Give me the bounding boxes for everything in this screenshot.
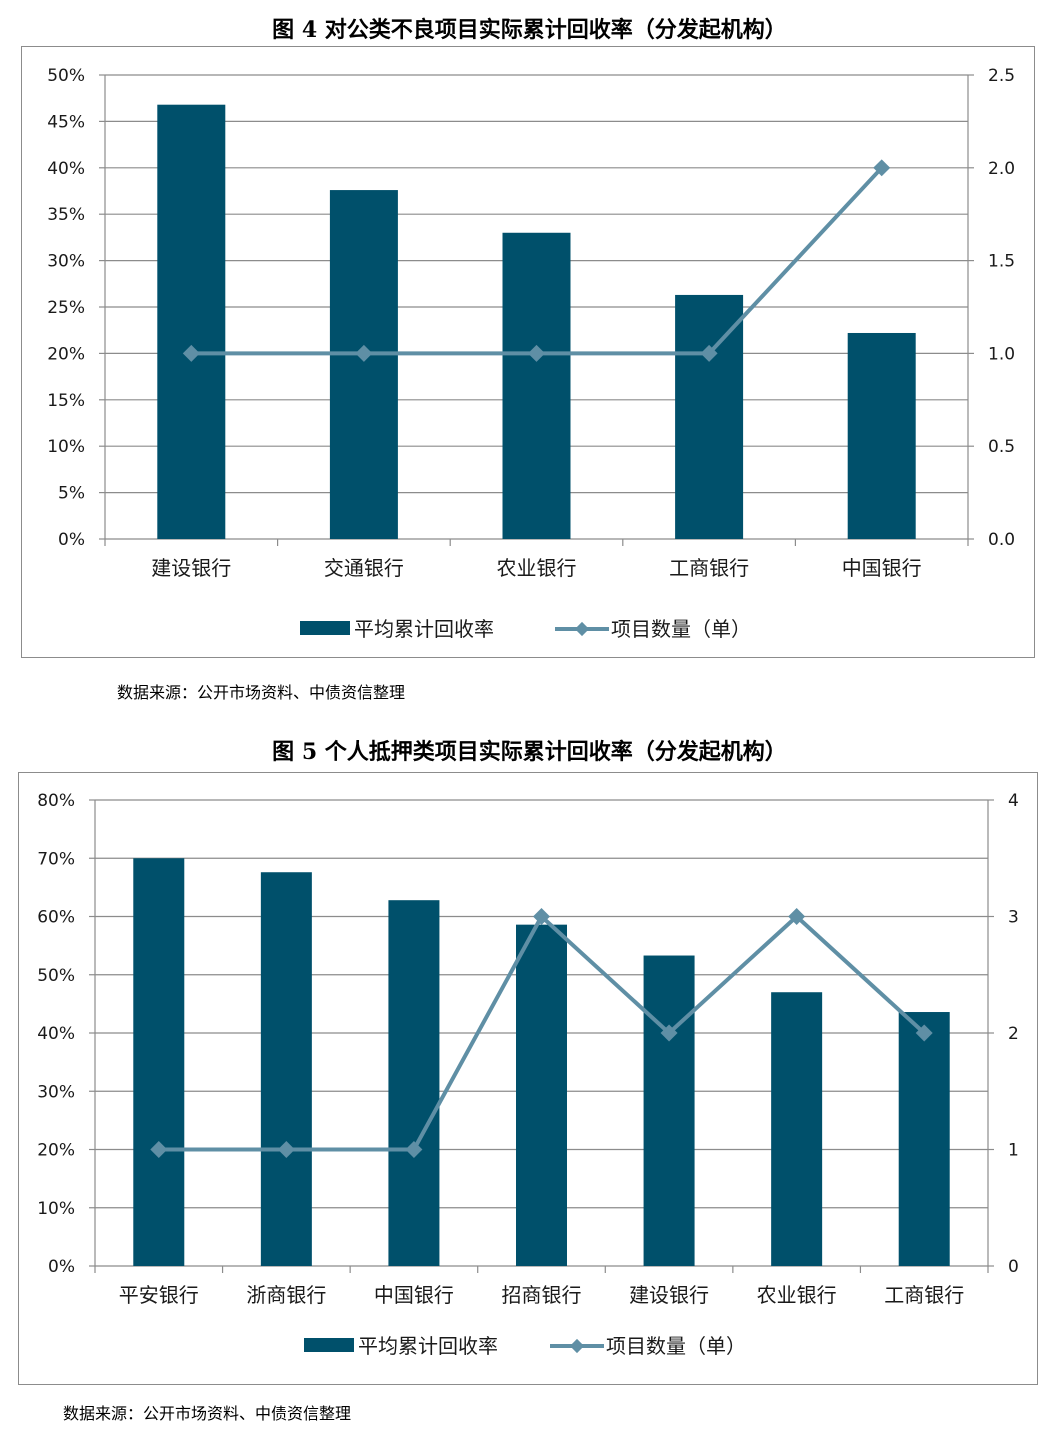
left-axis-tick-label: 5% <box>58 484 85 504</box>
figure-4-title: 图 4 对公类不良项目实际累计回收率（分发起机构） <box>272 17 787 43</box>
left-axis-tick-label: 0% <box>58 530 85 550</box>
right-axis-tick-label: 0 <box>1008 1257 1019 1277</box>
right-axis-tick-label: 2.0 <box>988 159 1015 179</box>
legend-bar-label: 平均累计回收率 <box>358 1334 498 1358</box>
legend-bar-swatch <box>304 1338 354 1352</box>
bar <box>157 104 226 540</box>
line-point <box>700 344 718 362</box>
right-axis-tick-label: 1.5 <box>988 252 1015 272</box>
bar <box>675 294 744 539</box>
figure-4-source: 数据来源：公开市场资料、中债资信整理 <box>117 683 406 702</box>
right-axis-tick-label: 4 <box>1008 791 1019 811</box>
bar <box>133 858 185 1266</box>
category-label: 建设银行 <box>151 556 231 580</box>
left-axis-tick-label: 30% <box>47 252 85 272</box>
left-axis-tick-label: 40% <box>37 1024 75 1044</box>
category-label: 建设银行 <box>629 1283 709 1307</box>
line-point <box>788 908 806 925</box>
left-axis-tick-label: 0% <box>48 1257 75 1277</box>
left-axis-tick-label: 35% <box>47 205 85 225</box>
category-label: 农业银行 <box>497 556 577 580</box>
left-axis-tick-label: 20% <box>37 1141 75 1161</box>
figure-5-source: 数据来源：公开市场资料、中债资信整理 <box>63 1404 352 1423</box>
legend-line-marker <box>569 1338 585 1354</box>
right-axis-tick-label: 0.0 <box>988 530 1015 550</box>
left-axis-tick-label: 30% <box>37 1082 75 1102</box>
bar <box>260 872 312 1266</box>
line-point <box>660 1024 678 1042</box>
line-point <box>915 1024 933 1042</box>
category-label: 工商银行 <box>669 556 749 580</box>
line-point <box>355 344 373 362</box>
category-label: 中国银行 <box>842 556 922 580</box>
bar <box>388 900 440 1266</box>
bar <box>898 1012 950 1266</box>
left-axis-tick-label: 10% <box>47 437 85 457</box>
line-point <box>873 159 891 177</box>
left-axis-tick-label: 80% <box>37 791 75 811</box>
legend-bar-label: 平均累计回收率 <box>354 617 494 641</box>
bar <box>847 332 916 539</box>
left-axis-tick-label: 60% <box>37 908 75 928</box>
left-axis-tick-label: 45% <box>47 112 85 132</box>
bar <box>329 190 398 539</box>
figure-5-title: 图 5 个人抵押类项目实际累计回收率（分发起机构） <box>272 739 787 765</box>
left-axis-tick-label: 50% <box>47 66 85 86</box>
right-axis-tick-label: 3 <box>1008 908 1019 928</box>
left-axis-tick-label: 10% <box>37 1199 75 1219</box>
right-axis-tick-label: 2 <box>1008 1024 1019 1044</box>
right-axis-tick-label: 1.0 <box>988 344 1015 364</box>
category-label: 中国银行 <box>374 1283 454 1307</box>
left-axis-tick-label: 15% <box>47 391 85 411</box>
right-axis-tick-label: 1 <box>1008 1141 1019 1161</box>
bar <box>516 924 567 1266</box>
category-label: 招商银行 <box>502 1283 582 1307</box>
bar <box>771 992 823 1266</box>
legend-line-label: 项目数量（单） <box>611 617 751 641</box>
category-label: 农业银行 <box>757 1283 837 1307</box>
legend-bar-swatch <box>300 621 350 635</box>
bar <box>502 232 571 539</box>
line-point <box>533 908 550 925</box>
legend-line-marker <box>574 621 590 637</box>
legend-line-label: 项目数量（单） <box>606 1334 746 1358</box>
bar <box>643 955 695 1266</box>
right-axis-tick-label: 0.5 <box>988 437 1015 457</box>
category-label: 浙商银行 <box>246 1283 326 1307</box>
category-label: 平安银行 <box>119 1283 199 1307</box>
category-label: 工商银行 <box>884 1283 964 1307</box>
right-axis-tick-label: 2.5 <box>988 66 1015 86</box>
line-point <box>528 344 545 362</box>
category-label: 交通银行 <box>324 556 404 580</box>
left-axis-tick-label: 70% <box>37 849 75 869</box>
left-axis-tick-label: 20% <box>47 344 85 364</box>
line-point <box>182 344 200 362</box>
left-axis-tick-label: 25% <box>47 298 85 318</box>
left-axis-tick-label: 50% <box>37 966 75 986</box>
left-axis-tick-label: 40% <box>47 159 85 179</box>
